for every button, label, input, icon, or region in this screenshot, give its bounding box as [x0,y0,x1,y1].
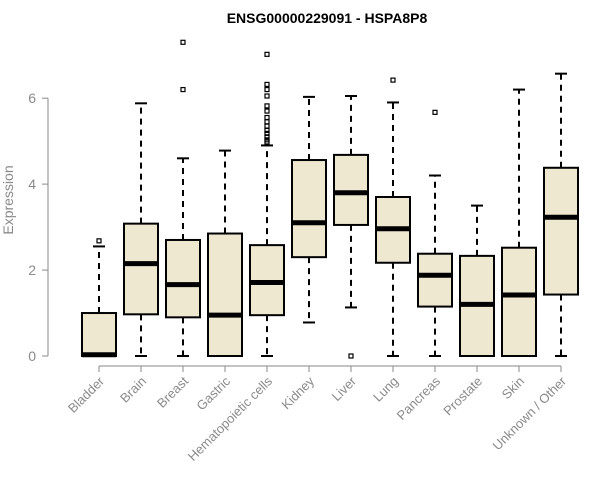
outlier-point [348,353,354,359]
box-group [165,39,201,357]
box-group [81,238,117,358]
y-tick-label: 6 [28,90,36,106]
x-tick-label: Breast [154,373,191,410]
box-group [123,102,159,357]
box-group [459,204,495,357]
outlier-point [264,119,270,125]
outlier-point [264,137,270,143]
box-iqr [333,153,369,226]
outlier-point [264,103,270,109]
y-tick-label: 0 [28,348,36,364]
outlier-point [264,108,270,114]
outlier-point [264,81,270,88]
outlier-point [264,123,270,129]
outlier-point [264,130,270,136]
box-group [333,95,369,359]
box-iqr [501,246,537,358]
outlier-point [180,39,186,45]
y-tick-label: 2 [28,262,36,278]
x-tick-label: Skin [499,374,527,402]
y-axis: 0 2 4 6 [28,90,49,364]
box-group [249,51,285,357]
x-tick-label: Lung [370,374,401,405]
box-iqr [165,238,201,319]
box-group [207,149,243,357]
box-group [501,88,537,358]
box-group [291,95,327,324]
box-group [417,109,453,357]
x-tick-label: Prostate [440,374,485,419]
boxes-layer [81,39,579,359]
box-group [375,77,411,357]
outlier-point [264,93,270,99]
y-tick-label: 4 [28,176,36,192]
outlier-point [390,77,396,83]
outlier-point [432,109,438,115]
box-iqr [291,159,327,259]
box-iqr [123,222,159,316]
box-iqr [417,252,453,308]
box-iqr [81,312,117,358]
chart-title: ENSG00000229091 - HSPA8P8 [227,10,428,26]
box-group [543,72,579,357]
box-iqr [207,232,243,357]
x-tick-label: Kidney [278,373,317,412]
outlier-point [264,114,270,121]
outlier-point [264,86,270,93]
x-tick-label: Bladder [65,373,108,416]
box-iqr [543,166,579,296]
x-tick-label: Pancreas [394,373,444,423]
y-axis-label: Expression [0,165,16,234]
x-tick-label: Liver [329,373,360,404]
x-tick-label: Brain [117,374,149,406]
outlier-point [180,86,186,93]
x-tick-label: Gastric [193,373,233,413]
x-tick-label: Unknown / Other [490,373,570,453]
outlier-point [96,238,102,244]
outlier-point [264,51,270,57]
